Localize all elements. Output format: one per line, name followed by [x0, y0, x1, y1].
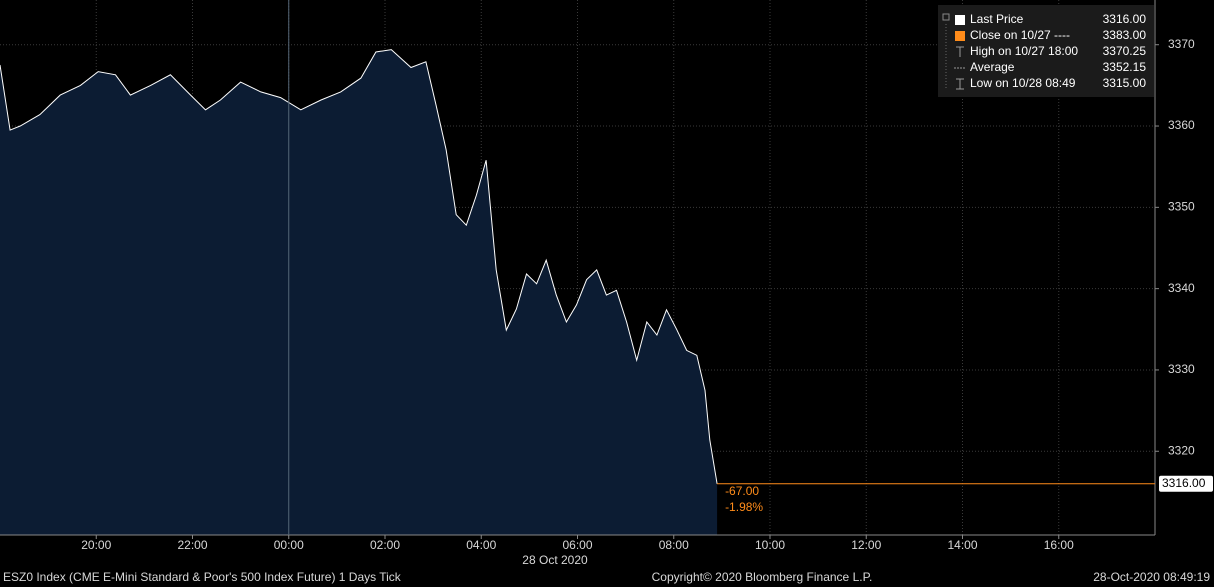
y-tick-label: 3360 — [1168, 118, 1195, 132]
x-tick-label: 16:00 — [1044, 538, 1074, 552]
x-tick-label: 10:00 — [755, 538, 785, 552]
legend-value: 3370.25 — [1103, 44, 1147, 58]
x-tick-label: 08:00 — [659, 538, 689, 552]
timestamp: 28-Oct-2020 08:49:19 — [1093, 570, 1210, 584]
price-line — [0, 49, 718, 484]
last-price-label: 3316.00 — [1162, 476, 1206, 490]
change-pct-label: -1.98% — [725, 500, 763, 514]
legend-icon — [956, 78, 964, 90]
date-label: 28 Oct 2020 — [522, 553, 588, 567]
y-tick-label: 3350 — [1168, 200, 1195, 214]
last-price-box — [1159, 475, 1213, 492]
copyright: Copyright© 2020 Bloomberg Finance L.P. — [652, 570, 873, 584]
x-tick-label: 04:00 — [466, 538, 496, 552]
legend-value: 3316.00 — [1103, 12, 1147, 26]
legend-collapse — [942, 13, 950, 21]
y-tick-label: 3370 — [1168, 37, 1195, 51]
legend-label: Low on 10/28 08:49 — [970, 76, 1076, 90]
legend-icon — [956, 46, 964, 57]
y-tick-label: 3320 — [1168, 443, 1195, 457]
chart-title: ESZ0 Index (CME E-Mini Standard & Poor's… — [3, 570, 402, 584]
y-tick-label: 3340 — [1168, 281, 1195, 295]
legend-label: High on 10/27 18:00 — [970, 44, 1078, 58]
legend-label: Last Price — [970, 12, 1024, 26]
x-tick-label: 14:00 — [947, 538, 977, 552]
x-tick-label: 06:00 — [562, 538, 592, 552]
legend-icon — [955, 15, 965, 25]
x-tick-label: 12:00 — [851, 538, 881, 552]
legend: Last Price 3316.00 Close on 10/27 ---- 3383… — [938, 5, 1154, 97]
x-tick-label: 22:00 — [177, 538, 207, 552]
legend-value: 3315.00 — [1103, 76, 1147, 90]
x-tick-label: 00:00 — [274, 538, 304, 552]
change-label: -67.00 — [725, 484, 759, 498]
y-tick-label: 3330 — [1168, 362, 1195, 376]
legend-icon — [955, 31, 965, 41]
legend-value: 3352.15 — [1103, 60, 1147, 74]
area — [0, 49, 718, 535]
legend-value: 3383.00 — [1103, 28, 1147, 42]
x-tick-label: 20:00 — [81, 538, 111, 552]
x-tick-label: 02:00 — [370, 538, 400, 552]
legend-box — [938, 5, 1154, 97]
legend-label: Average — [970, 60, 1015, 74]
legend-label: Close on 10/27 ---- — [970, 28, 1070, 42]
